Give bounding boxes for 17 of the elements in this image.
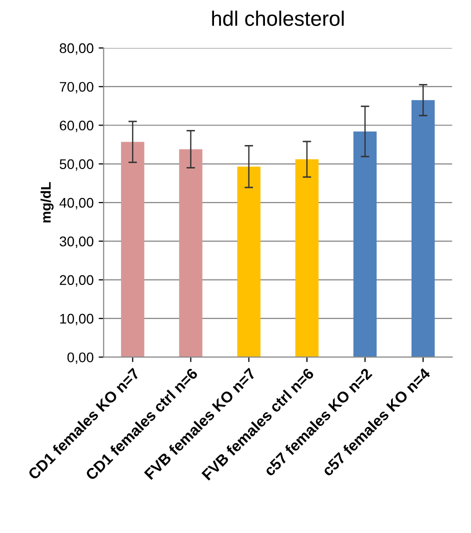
y-tick-label: 80,00: [60, 43, 94, 55]
bar: [295, 159, 319, 358]
y-tick-label: 20,00: [60, 275, 94, 287]
y-tick-label: 60,00: [60, 120, 94, 132]
bar: [121, 142, 144, 358]
bar: [179, 149, 202, 358]
y-tick-label: 70,00: [60, 82, 94, 94]
bar: [411, 100, 435, 358]
bar: [237, 166, 260, 358]
y-tick-label: 0,00: [67, 352, 94, 364]
bar: [353, 131, 377, 358]
y-axis-title: mg/dL: [40, 182, 54, 222]
y-tick-label: 50,00: [60, 159, 94, 171]
y-tick-label: 30,00: [60, 236, 94, 248]
y-tick-label: 10,00: [60, 314, 94, 326]
chart-title: hdl cholesterol: [212, 10, 344, 26]
y-tick-label: 40,00: [59, 198, 94, 210]
